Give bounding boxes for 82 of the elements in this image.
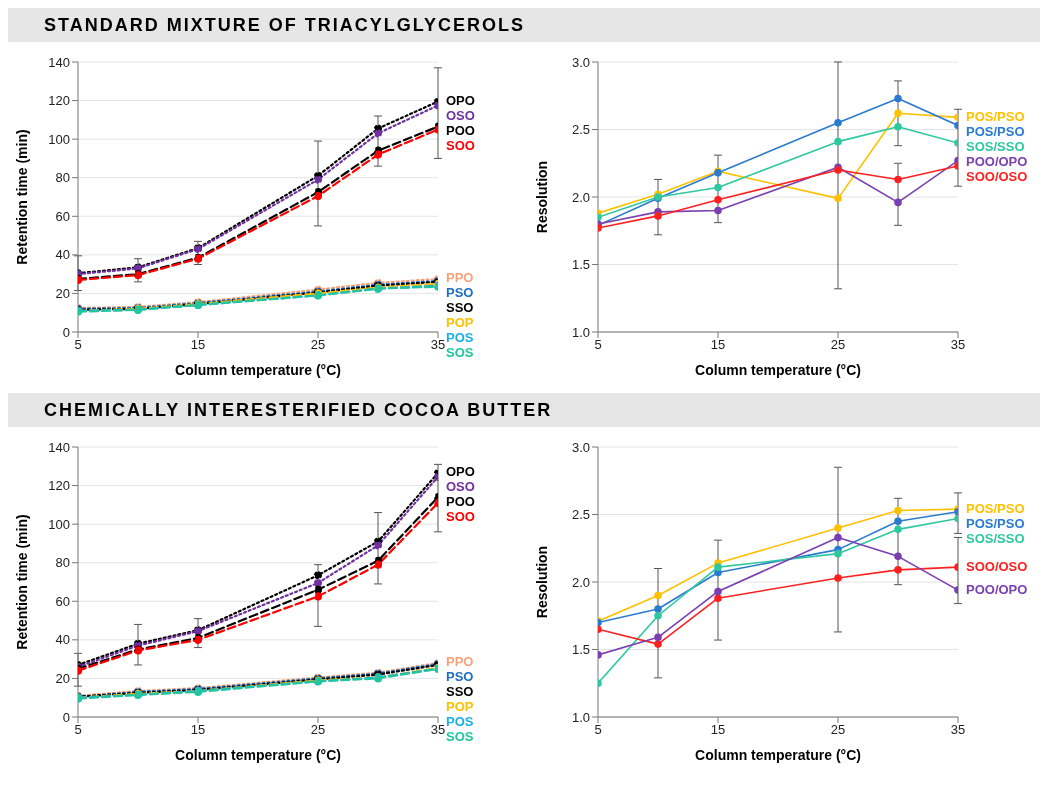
y-tick-label: 40: [55, 247, 70, 263]
series-label: OSO: [446, 479, 475, 495]
series-label: POO/OPO: [966, 153, 1028, 169]
series-label: PPO: [446, 270, 474, 286]
x-tick-label: 5: [594, 337, 602, 353]
x-tick-label: 35: [950, 722, 966, 738]
x-axis-title: Column temperature (°C): [175, 747, 341, 763]
series-label: SOS/SSO: [966, 530, 1025, 546]
y-tick-label: 2.0: [571, 189, 590, 205]
y-tick-label: 80: [55, 170, 70, 186]
x-axis-title: Column temperature (°C): [695, 747, 861, 763]
y-tick-label: 1.5: [571, 257, 590, 273]
series-label: SSO: [446, 684, 474, 700]
x-tick-label: 35: [430, 337, 446, 353]
text: POS: [446, 330, 474, 346]
series-label: SOS/SSO: [966, 138, 1025, 154]
x-tick-label: 15: [710, 337, 726, 353]
y-tick-label: 20: [55, 671, 70, 687]
y-axis-title: Retention time (min): [13, 129, 30, 265]
series-label: OSO: [446, 107, 475, 123]
x-tick-label: 15: [710, 722, 726, 738]
series-label: POS/PSO: [966, 108, 1025, 124]
x-tick-label: 25: [830, 722, 846, 738]
x-tick-label: 25: [310, 722, 326, 738]
series-label: SOO/OSO: [966, 558, 1028, 574]
y-tick-label: 1.0: [571, 709, 590, 725]
y-tick-label: 3.0: [571, 439, 590, 455]
x-axis-title: Column temperature (°C): [695, 362, 861, 378]
y-tick-label: 140: [48, 54, 70, 70]
series-label: SOO: [446, 137, 475, 153]
y-tick-label: 120: [48, 93, 70, 109]
x-tick-label: 25: [830, 337, 846, 353]
y-axis-title: Resolution: [533, 160, 550, 234]
x-axis-title: Column temperature (°C): [175, 362, 341, 378]
text: POP: [446, 699, 474, 715]
series-label: POS/PSO: [966, 515, 1025, 531]
y-tick-label: 0: [62, 709, 70, 725]
series-label: PSO: [446, 285, 474, 301]
text: POP: [446, 315, 474, 331]
y-tick-label: 2.5: [571, 507, 590, 523]
y-axis-title: Resolution: [533, 545, 550, 619]
y-tick-label: 80: [55, 555, 70, 571]
x-tick-label: 35: [950, 337, 966, 353]
x-tick-label: 35: [430, 722, 446, 738]
y-tick-label: 100: [48, 516, 70, 532]
x-tick-label: 5: [594, 722, 602, 738]
y-tick-label: 100: [48, 131, 70, 147]
y-tick-label: 1.5: [571, 642, 590, 658]
x-tick-label: 5: [74, 337, 82, 353]
x-tick-label: 25: [310, 337, 326, 353]
series-label: POS/PSO: [966, 123, 1025, 139]
y-tick-label: 2.5: [571, 122, 590, 138]
y-tick-label: 60: [55, 593, 70, 609]
series-label: OPO: [446, 92, 475, 108]
y-tick-label: 2.0: [571, 574, 590, 590]
text: SOS: [446, 729, 474, 745]
series-label: PPO: [446, 654, 474, 670]
y-tick-label: 1.0: [571, 324, 590, 340]
series-label: SOO: [446, 509, 475, 525]
series-label: POO/OPO: [966, 581, 1028, 597]
y-tick-label: 40: [55, 632, 70, 648]
series-label: POS/PSO: [966, 500, 1025, 516]
x-tick-label: 15: [190, 722, 206, 738]
chart-title: STANDARD MIXTURE OF TRIACYLGLYCEROLS: [8, 8, 1040, 42]
chart-title: CHEMICALLY INTERESTERIFIED COCOA BUTTER: [8, 393, 1040, 427]
series-label: POO: [446, 122, 475, 138]
series-label: SOO/OSO: [966, 168, 1028, 184]
series-label: POO: [446, 494, 475, 510]
y-tick-label: 20: [55, 286, 70, 302]
series-label: PSO: [446, 669, 474, 685]
x-tick-label: 15: [190, 337, 206, 353]
text: SOS: [446, 345, 474, 361]
series-label: OPO: [446, 464, 475, 480]
text: POS: [446, 714, 474, 730]
y-axis-title: Retention time (min): [13, 514, 30, 650]
y-tick-label: 120: [48, 478, 70, 494]
series-label: SSO: [446, 300, 474, 316]
y-tick-label: 60: [55, 208, 70, 224]
x-tick-label: 5: [74, 722, 82, 738]
y-tick-label: 0: [62, 324, 70, 340]
y-tick-label: 3.0: [571, 54, 590, 70]
y-tick-label: 140: [48, 439, 70, 455]
